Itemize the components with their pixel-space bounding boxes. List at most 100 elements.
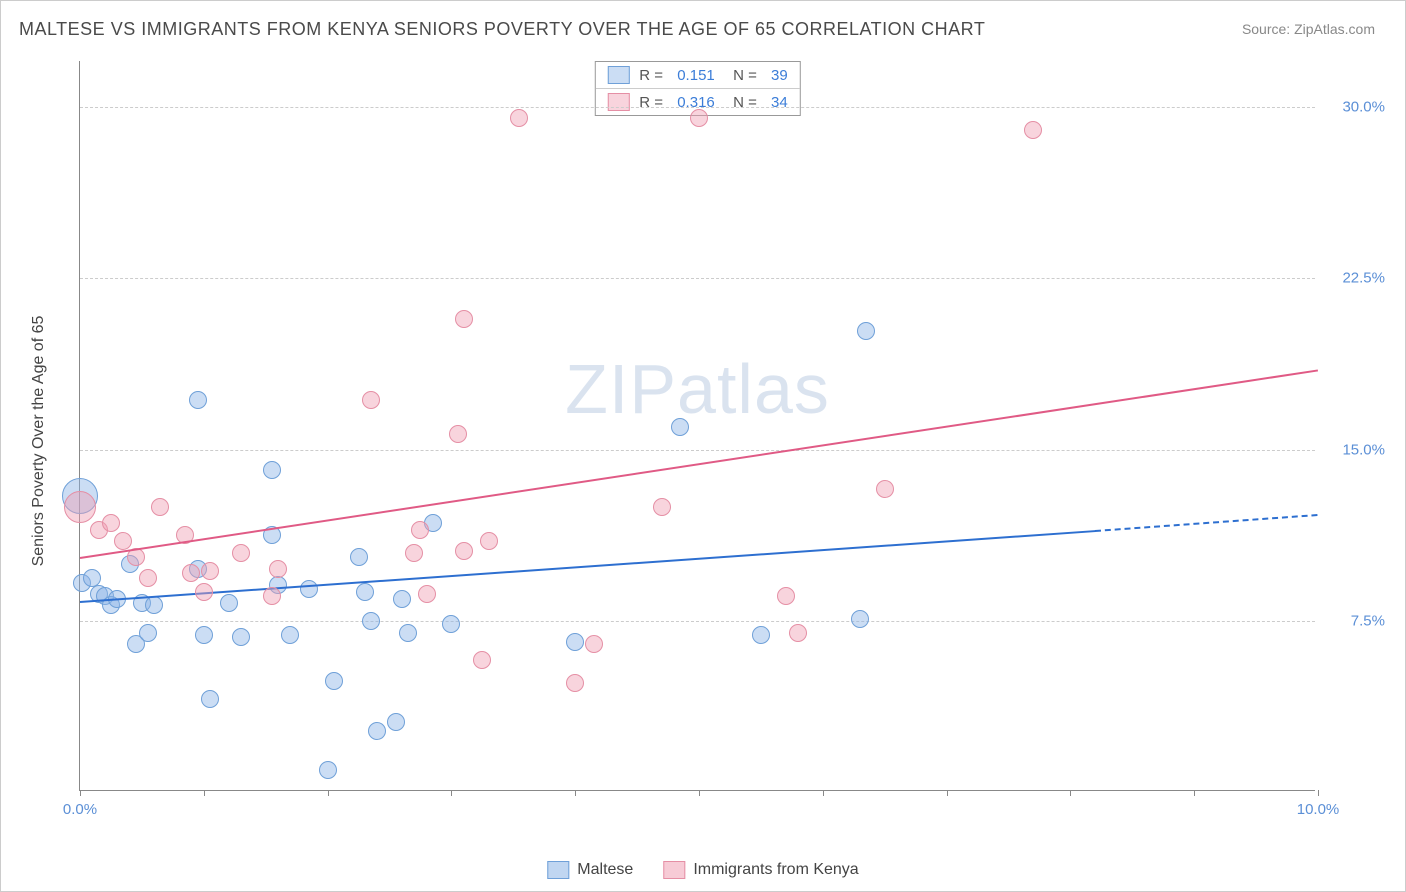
scatter-point (139, 569, 157, 587)
scatter-point (350, 548, 368, 566)
scatter-point (653, 498, 671, 516)
scatter-point (405, 544, 423, 562)
gridline (80, 621, 1315, 622)
x-tick (1318, 790, 1319, 796)
scatter-point (319, 761, 337, 779)
gridline (80, 450, 1315, 451)
scatter-point (411, 521, 429, 539)
scatter-point (201, 562, 219, 580)
scatter-point (356, 583, 374, 601)
trend-line (1095, 514, 1318, 532)
scatter-point (195, 583, 213, 601)
scatter-point (263, 461, 281, 479)
legend-swatch (607, 66, 629, 84)
n-value: 39 (771, 67, 788, 84)
plot-region: ZIPatlas R = 0.151 N = 39R = 0.316 N = 3… (79, 61, 1315, 791)
x-tick-label: 10.0% (1297, 801, 1340, 818)
scatter-point (393, 590, 411, 608)
scatter-point (399, 624, 417, 642)
legend-swatch (663, 861, 685, 879)
source-attribution: Source: ZipAtlas.com (1242, 21, 1375, 37)
n-label: N = (725, 67, 761, 84)
scatter-point (325, 672, 343, 690)
scatter-point (387, 713, 405, 731)
chart-area: Seniors Poverty Over the Age of 65 ZIPat… (49, 61, 1315, 821)
x-tick (204, 790, 205, 796)
y-tick-label: 30.0% (1342, 98, 1385, 115)
gridline (80, 278, 1315, 279)
scatter-point (510, 109, 528, 127)
legend-item: Maltese (547, 861, 633, 879)
legend-row: R = 0.151 N = 39 (595, 62, 799, 88)
chart-container: MALTESE VS IMMIGRANTS FROM KENYA SENIORS… (0, 0, 1406, 892)
scatter-point (857, 322, 875, 340)
scatter-point (269, 560, 287, 578)
scatter-point (189, 391, 207, 409)
x-tick (575, 790, 576, 796)
legend-swatch (547, 861, 569, 879)
scatter-point (690, 109, 708, 127)
x-tick (1194, 790, 1195, 796)
legend-label: Maltese (577, 861, 633, 879)
scatter-point (449, 425, 467, 443)
scatter-point (671, 418, 689, 436)
scatter-point (455, 310, 473, 328)
scatter-point (145, 596, 163, 614)
legend-swatch (607, 93, 629, 111)
scatter-point (281, 626, 299, 644)
scatter-point (151, 498, 169, 516)
r-label: R = (639, 94, 667, 111)
scatter-point (585, 635, 603, 653)
legend-label: Immigrants from Kenya (693, 861, 858, 879)
scatter-point (139, 624, 157, 642)
scatter-point (232, 628, 250, 646)
chart-title: MALTESE VS IMMIGRANTS FROM KENYA SENIORS… (19, 19, 985, 40)
n-value: 34 (771, 94, 788, 111)
x-tick (451, 790, 452, 796)
scatter-point (114, 532, 132, 550)
y-tick-label: 22.5% (1342, 270, 1385, 287)
x-tick (1070, 790, 1071, 796)
r-label: R = (639, 67, 667, 84)
scatter-point (789, 624, 807, 642)
n-label: N = (725, 94, 761, 111)
scatter-point (473, 651, 491, 669)
x-tick (947, 790, 948, 796)
legend-item: Immigrants from Kenya (663, 861, 858, 879)
scatter-point (566, 633, 584, 651)
x-tick-label: 0.0% (63, 801, 97, 818)
scatter-point (195, 626, 213, 644)
scatter-point (876, 480, 894, 498)
scatter-point (442, 615, 460, 633)
y-axis-label: Seniors Poverty Over the Age of 65 (30, 316, 48, 567)
scatter-point (368, 722, 386, 740)
scatter-point (201, 690, 219, 708)
scatter-point (455, 542, 473, 560)
scatter-point (64, 491, 96, 523)
scatter-point (851, 610, 869, 628)
gridline (80, 107, 1315, 108)
x-tick (328, 790, 329, 796)
scatter-point (220, 594, 238, 612)
scatter-point (752, 626, 770, 644)
r-value: 0.316 (677, 94, 715, 111)
watermark: ZIPatlas (565, 349, 830, 429)
x-tick (823, 790, 824, 796)
y-tick-label: 7.5% (1351, 613, 1385, 630)
scatter-point (1024, 121, 1042, 139)
scatter-point (362, 391, 380, 409)
scatter-point (777, 587, 795, 605)
x-tick (80, 790, 81, 796)
r-value: 0.151 (677, 67, 715, 84)
scatter-point (418, 585, 436, 603)
series-legend: Maltese Immigrants from Kenya (547, 861, 858, 879)
scatter-point (566, 674, 584, 692)
scatter-point (300, 580, 318, 598)
scatter-point (182, 564, 200, 582)
y-tick-label: 15.0% (1342, 441, 1385, 458)
scatter-point (102, 514, 120, 532)
x-tick (699, 790, 700, 796)
scatter-point (263, 587, 281, 605)
scatter-point (232, 544, 250, 562)
scatter-point (480, 532, 498, 550)
